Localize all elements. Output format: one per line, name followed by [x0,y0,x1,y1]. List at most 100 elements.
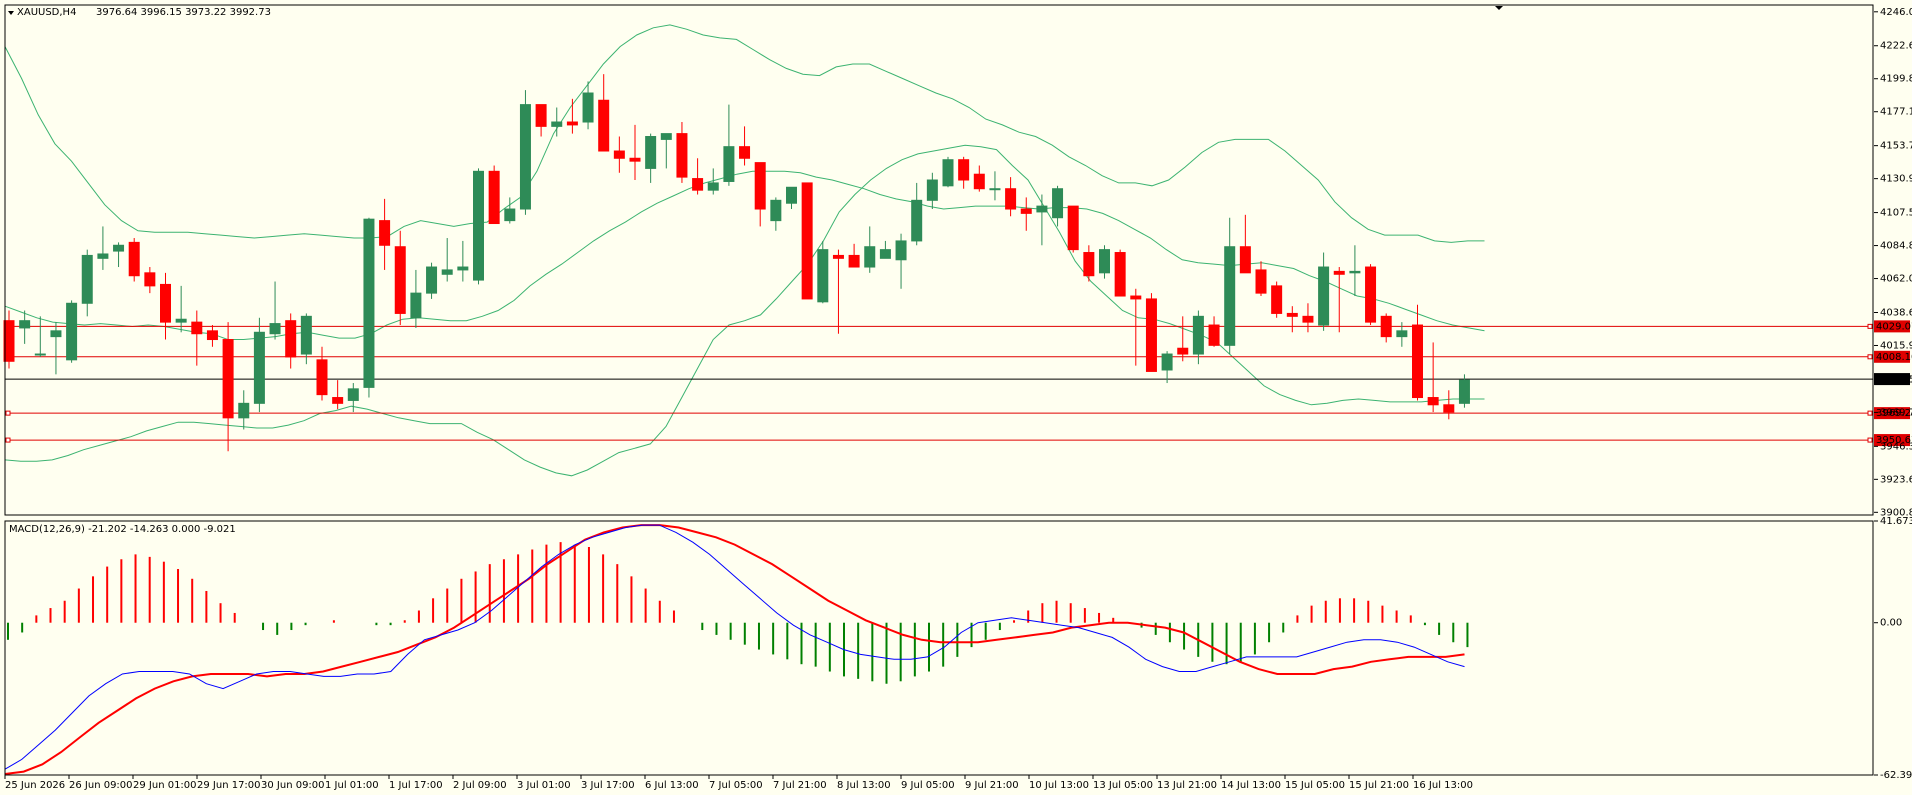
candle-body [488,170,500,225]
y-tick-label: 3900.85 [1880,507,1912,518]
price-tag [1874,320,1910,333]
candle-body [864,246,876,268]
candle-body [332,397,344,404]
symbol-title: XAUUSD,H4 [17,7,76,18]
hline-handle[interactable] [1867,410,1873,416]
candle-body [1145,298,1157,372]
candle-body [128,241,140,277]
hline-handle[interactable] [5,410,11,416]
dropdown-icon[interactable] [8,11,14,15]
y-tick-label: 4222.60 [1880,41,1912,52]
x-tick-label: 25 Jun 2026 [5,780,65,791]
candle-body [1333,270,1345,275]
price-tag-label: 4008.10 [1876,352,1912,363]
candle-body [1224,246,1236,346]
candle-body [504,208,516,222]
candle-body [206,330,218,341]
candle-body [801,182,813,300]
candle-body [723,146,735,182]
candle-body [222,339,234,419]
candle-body [175,318,187,323]
candle-body [645,136,657,169]
candle-body [81,254,93,304]
hline-handle[interactable] [1867,323,1873,329]
y-tick-label: 3969.75 [1880,407,1912,418]
y-tick-label: 3946.35 [1880,441,1912,452]
candle-body [973,173,985,190]
candle-body [660,133,672,140]
x-tick-label: 7 Jul 21:00 [773,780,827,791]
x-tick-label: 26 Jun 09:00 [69,780,133,791]
x-tick-label: 8 Jul 13:00 [837,780,891,791]
candle-body [50,330,62,338]
candle-body [707,182,719,191]
candle-body [848,254,860,268]
x-tick-label: 3 Jul 17:00 [581,780,635,791]
x-tick-label: 2 Jul 09:00 [453,780,507,791]
candle-body [1458,379,1470,404]
hline-handle[interactable] [1867,437,1873,443]
candle-body [551,121,563,127]
bollinger-middle [4,170,1485,340]
candle-body [253,331,265,404]
candle-body [473,170,484,281]
price-tag-label: 3969.25 [1876,408,1912,419]
x-tick-label: 15 Jul 05:00 [1285,780,1345,791]
y-tick-label: 4038.65 [1880,307,1912,318]
x-tick-label: 13 Jul 21:00 [1157,780,1217,791]
y-tick-label: 4199.85 [1880,74,1912,85]
horizontal-lines[interactable]: 4029.07 4008.10 3992.73 3969.25 3950.67 [5,320,1912,447]
candle-body [926,179,938,201]
candle-body [1177,347,1189,355]
candle-body [1130,295,1142,300]
y-tick-label: 4246.00 [1880,7,1912,18]
candle-body [1302,315,1314,323]
y-tick-label: 4084.80 [1880,241,1912,252]
candle-body [754,162,766,210]
shift-marker-icon[interactable] [1495,6,1503,10]
candle-body [519,104,531,210]
candle-body [817,249,829,303]
candle-body [144,272,156,287]
candle-body [66,302,78,361]
candle-body [566,121,578,126]
candle-body [113,244,125,252]
macd-y-tick-label: 0.00 [1880,618,1902,629]
y-tick-label: 4107.55 [1880,208,1912,219]
y-tick-label: 4153.70 [1880,141,1912,152]
y-tick-label: 4062.05 [1880,274,1912,285]
candle-body [3,320,15,362]
candle-body [1052,188,1064,219]
y-tick-label: 4130.95 [1880,174,1912,185]
macd-y-tick-label: 41.673 [1880,516,1912,527]
candle-body [34,353,46,356]
macd-main-line [4,524,1465,770]
candle-body [989,188,1001,191]
candle-body [739,146,751,159]
bollinger-lower [4,144,1485,477]
hline-handle[interactable] [1867,354,1873,360]
candle-body [1067,205,1079,251]
candle-body [316,359,328,396]
price-tag [1874,407,1910,420]
candle-body [911,199,923,242]
candle-body [1286,312,1298,317]
candle-body [676,133,688,178]
candle-body [1036,205,1048,213]
hline-handle[interactable] [5,437,11,443]
candle-body [191,321,203,335]
candle-body [942,159,954,187]
candle-body [410,292,422,319]
candle-body [1349,270,1361,274]
main-panel-frame [4,4,1874,516]
price-tag-label: 3992.73 [1876,374,1912,385]
candle-body [692,178,704,191]
candle-body [300,315,312,355]
bollinger-upper [4,24,1485,243]
price-tag [1874,373,1910,386]
candle-body [347,388,359,401]
y-tick-label: 3923.60 [1880,474,1912,485]
candle-body [1005,188,1017,210]
